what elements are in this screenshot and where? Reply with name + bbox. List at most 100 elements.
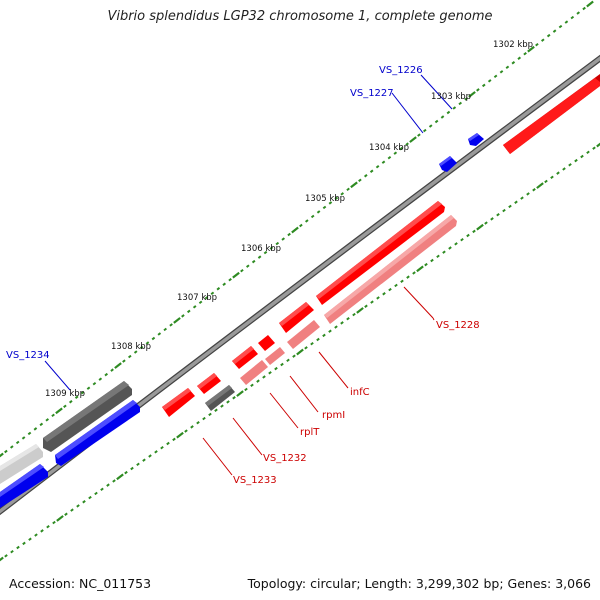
major-tick bbox=[536, 182, 544, 189]
minor-tick bbox=[452, 106, 457, 110]
gene-rplt[interactable] bbox=[232, 346, 258, 369]
minor-tick bbox=[157, 332, 162, 336]
minor-tick bbox=[502, 208, 506, 213]
gene-vs1227[interactable] bbox=[439, 156, 457, 172]
map-title: Vibrio splendidus LGP32 chromosome 1, co… bbox=[107, 9, 493, 24]
minor-tick bbox=[196, 421, 200, 425]
tick-label: 1305 kbp bbox=[305, 194, 345, 204]
gene-label-reverse[interactable]: VS_1227 bbox=[350, 88, 394, 99]
tick-label: 1309 kbp bbox=[45, 389, 85, 399]
gene-rpmi-b[interactable] bbox=[265, 347, 285, 365]
minor-tick bbox=[21, 436, 26, 440]
minor-tick bbox=[88, 495, 92, 500]
gene-infc-b[interactable] bbox=[287, 320, 320, 349]
minor-tick bbox=[172, 437, 176, 442]
minor-tick bbox=[251, 259, 256, 264]
minor-tick bbox=[328, 201, 333, 205]
minor-tick bbox=[346, 317, 350, 321]
minor-tick bbox=[202, 416, 206, 421]
gene-label-forward[interactable]: VS_1228 bbox=[436, 320, 480, 331]
minor-tick bbox=[532, 188, 536, 192]
gene-label-forward[interactable]: rpmI bbox=[322, 410, 345, 421]
gene-vs1234-gray[interactable] bbox=[43, 381, 132, 452]
minor-tick bbox=[582, 6, 586, 11]
minor-tick bbox=[286, 358, 290, 363]
minor-tick bbox=[568, 163, 572, 167]
minor-tick bbox=[358, 178, 362, 182]
gene-light-gray-left[interactable] bbox=[0, 444, 43, 484]
minor-tick bbox=[369, 169, 374, 173]
minor-tick bbox=[400, 279, 404, 283]
minor-tick bbox=[388, 287, 392, 292]
tick-label: 1302 kbp bbox=[493, 40, 533, 50]
minor-tick bbox=[112, 479, 116, 483]
minor-tick bbox=[304, 346, 308, 350]
minor-tick bbox=[375, 165, 380, 169]
minor-tick bbox=[160, 445, 164, 450]
minor-tick bbox=[76, 504, 80, 508]
gene-vs1228-b[interactable] bbox=[324, 215, 457, 324]
minor-tick bbox=[198, 300, 203, 305]
gene-label-forward[interactable]: rplT bbox=[300, 427, 320, 438]
minor-tick bbox=[340, 192, 344, 196]
minor-tick bbox=[430, 258, 434, 263]
gene-label-forward[interactable]: infC bbox=[350, 387, 370, 398]
gene-vs1232-b[interactable] bbox=[205, 385, 235, 411]
minor-tick bbox=[446, 110, 451, 115]
minor-tick bbox=[86, 386, 91, 390]
minor-tick bbox=[274, 366, 278, 371]
minor-tick bbox=[526, 192, 530, 196]
gene-vs1233[interactable] bbox=[162, 388, 195, 417]
gene-label-reverse[interactable]: VS_1234 bbox=[6, 350, 50, 361]
major-tick bbox=[350, 181, 358, 189]
minor-tick bbox=[64, 512, 68, 516]
gene-rplt-b[interactable] bbox=[240, 360, 268, 385]
gene-vs1226[interactable] bbox=[468, 133, 484, 146]
gene-labels: 1302 kbp 1303 kbp 1304 kbp 1305 kbp 1306 kbp… bbox=[6, 40, 533, 486]
gene-vs1232-a[interactable] bbox=[197, 373, 221, 394]
tick-label: 1306 kbp bbox=[241, 244, 281, 254]
gene-vs1228-a[interactable] bbox=[316, 201, 445, 305]
minor-tick bbox=[570, 15, 575, 20]
minor-tick bbox=[517, 56, 521, 60]
minor-tick bbox=[482, 83, 486, 88]
minor-tick bbox=[460, 237, 464, 242]
minor-tick bbox=[454, 242, 458, 246]
minor-tick bbox=[466, 233, 470, 238]
minor-tick bbox=[94, 491, 98, 496]
major-tick bbox=[56, 515, 64, 522]
minor-tick bbox=[92, 381, 97, 386]
minor-tick bbox=[163, 327, 167, 332]
gene-label-reverse[interactable]: VS_1226 bbox=[379, 65, 423, 76]
minor-tick bbox=[490, 217, 494, 221]
minor-tick bbox=[520, 196, 524, 200]
minor-tick bbox=[381, 160, 386, 164]
minor-tick bbox=[562, 167, 566, 171]
minor-tick bbox=[4, 449, 8, 454]
minor-tick bbox=[496, 213, 500, 217]
gene-blue-left[interactable] bbox=[0, 464, 48, 508]
minor-tick bbox=[405, 142, 409, 146]
minor-tick bbox=[106, 483, 110, 487]
minor-tick bbox=[576, 11, 580, 15]
minor-tick bbox=[100, 487, 104, 491]
minor-tick bbox=[535, 42, 539, 47]
gene-rpmi[interactable] bbox=[258, 335, 275, 351]
gene-infc-a[interactable] bbox=[279, 302, 314, 333]
minor-tick bbox=[51, 413, 55, 418]
gene-label-forward[interactable]: VS_1233 bbox=[233, 475, 277, 486]
minor-tick bbox=[15, 440, 20, 445]
gene-label-forward[interactable]: VS_1232 bbox=[263, 453, 307, 464]
minor-tick bbox=[33, 427, 38, 431]
minor-tick bbox=[281, 237, 285, 241]
major-tick bbox=[409, 136, 417, 143]
minor-tick bbox=[124, 470, 128, 475]
minor-tick bbox=[316, 337, 320, 342]
minor-tick bbox=[268, 371, 272, 375]
gene-far-right[interactable] bbox=[503, 74, 600, 154]
major-tick bbox=[416, 265, 424, 273]
gene-vs1234-blue[interactable] bbox=[55, 400, 140, 466]
minor-tick bbox=[216, 287, 221, 291]
minor-tick bbox=[552, 29, 557, 33]
minor-tick bbox=[476, 88, 480, 92]
